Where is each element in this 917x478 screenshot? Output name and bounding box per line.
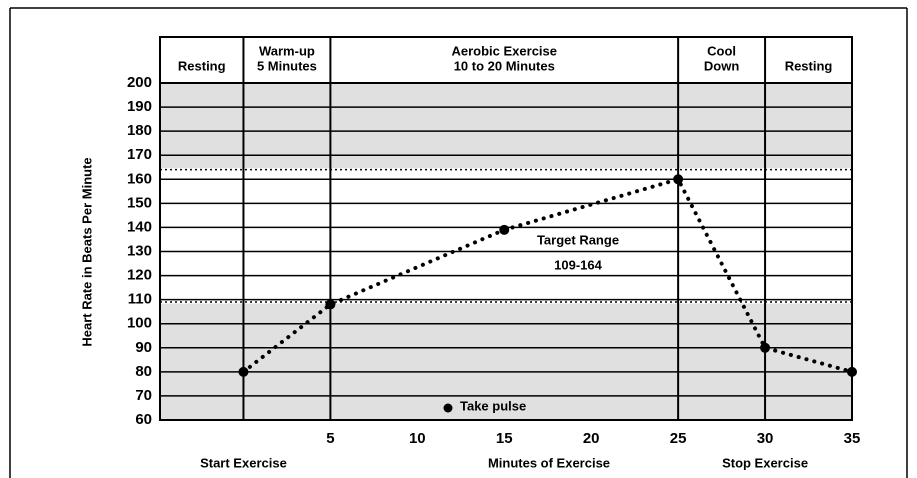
pulse-point (673, 174, 684, 185)
phase-label: 10 to 20 Minutes (454, 58, 555, 73)
x-tick-label: 15 (496, 430, 513, 447)
phase-label: Aerobic Exercise (452, 43, 558, 58)
x-annotation: Start Exercise (200, 455, 287, 470)
x-tick-label: 5 (326, 430, 334, 447)
y-tick-label: 190 (127, 98, 152, 115)
y-tick-label: 170 (127, 146, 152, 163)
pulse-point (325, 299, 336, 310)
x-axis-label: Minutes of Exercise (488, 455, 610, 470)
y-tick-label: 120 (127, 267, 152, 284)
y-tick-label: 160 (127, 170, 152, 187)
y-tick-label: 140 (127, 218, 152, 235)
y-axis-label: Heart Rate in Beats Per Minute (79, 157, 94, 346)
phase-label: Warm-up (259, 43, 315, 58)
y-tick-label: 70 (135, 387, 152, 404)
y-tick-label: 100 (127, 315, 152, 332)
x-annotation: Stop Exercise (722, 455, 808, 470)
legend-label: Take pulse (460, 398, 526, 413)
y-tick-label: 110 (128, 291, 152, 308)
y-tick-label: 200 (127, 74, 152, 91)
phase-label: Cool (707, 43, 736, 58)
x-tick-label: 35 (844, 430, 861, 447)
x-tick-label: 30 (757, 430, 774, 447)
pulse-point (499, 224, 510, 235)
y-tick-label: 80 (135, 363, 152, 380)
phase-label: Resting (785, 58, 833, 73)
phase-label: Down (704, 58, 739, 73)
series-line (241, 176, 854, 374)
phase-label: Resting (178, 58, 226, 73)
target-range-label: 109-164 (554, 257, 602, 272)
y-tick-label: 150 (127, 194, 152, 211)
target-zone (160, 169, 852, 303)
header (160, 37, 852, 83)
phase-label: 5 Minutes (257, 58, 317, 73)
pulse-point (238, 366, 249, 377)
y-tick-label: 90 (135, 339, 152, 356)
x-tick-label: 20 (583, 430, 600, 447)
x-tick-label: 25 (670, 430, 687, 447)
y-tick-label: 180 (127, 122, 152, 139)
pulse-point (760, 342, 771, 353)
legend-marker (443, 403, 453, 413)
plot-border (159, 36, 853, 421)
target-label: Target Range (537, 232, 619, 247)
y-tick-label: 130 (127, 242, 152, 259)
x-tick-label: 10 (409, 430, 426, 447)
pulse-point (847, 366, 857, 377)
y-tick-label: 60 (135, 411, 152, 428)
